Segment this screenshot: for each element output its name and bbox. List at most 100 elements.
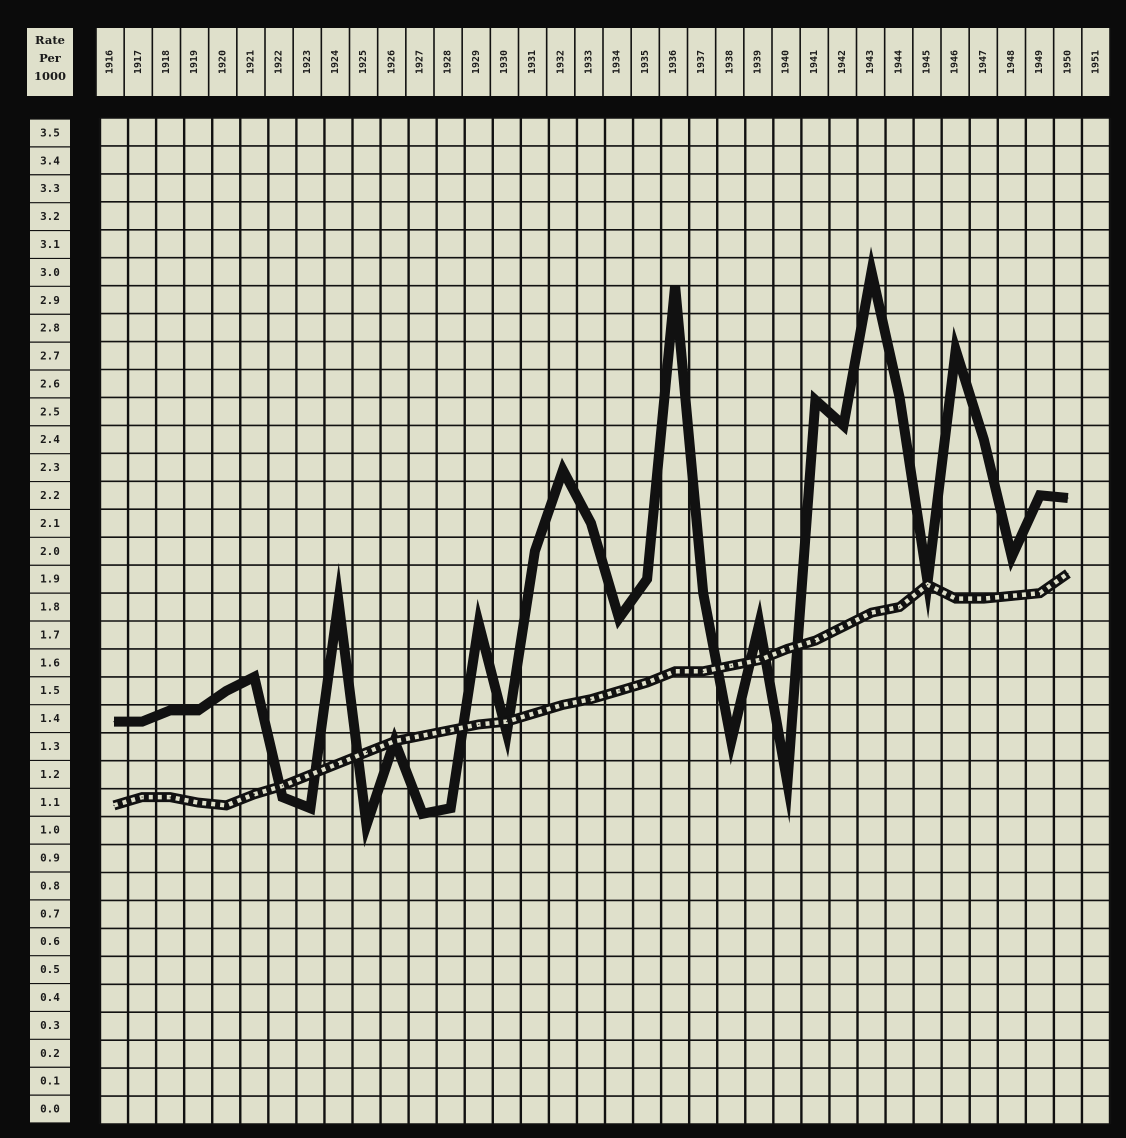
y-tick-label: 0.2 [40,1047,60,1060]
x-tick-label: 1917 [133,50,144,74]
y-tick-label: 1.0 [40,824,60,837]
y-axis-label-line-3: 1000 [34,69,66,83]
y-tick-label: 0.6 [40,935,60,948]
y-tick-label: 1.4 [40,712,60,725]
x-tick-label: 1930 [499,50,510,74]
y-tick-label: 1.9 [40,573,60,586]
series-layer [112,246,1071,848]
x-tick-label: 1942 [837,50,848,74]
y-tick-label: 2.8 [40,322,60,335]
series-1-point [365,824,368,826]
x-tick-label: 1926 [386,50,397,74]
x-tick-label: 1933 [583,50,594,74]
x-tick-label: 1924 [330,50,341,74]
x-tick-label: 1949 [1034,50,1045,74]
y-tick-label: 2.5 [40,405,60,418]
series-1-point [534,550,536,552]
series-1-point [422,813,424,815]
series-1-point [1067,497,1069,499]
y-tick-label: 3.5 [40,126,60,139]
y-tick-label: 0.8 [40,879,60,892]
series-1-point [169,709,171,712]
y-tick-label: 1.6 [40,656,60,669]
series-2-point [422,734,424,737]
y-tick-label: 2.1 [40,517,60,530]
x-tick-label: 1923 [302,50,313,74]
y-tick-label: 2.0 [40,545,60,558]
x-tick-label: 1940 [781,50,792,74]
series-1-point [337,600,340,603]
x-tick-label: 1950 [1062,50,1073,74]
series-1-point [983,438,985,440]
x-tick-label: 1941 [809,50,820,74]
series-2-point [253,793,255,795]
x-tick-label: 1929 [471,50,482,74]
series-1-point [1011,556,1013,558]
plot-grid [98,117,1112,1125]
y-tick-label: 1.2 [40,768,60,781]
series-1-point [702,592,704,594]
x-axis-year-ticks: 1916 1917 1918 1919 1920 1921 1922 1923 1924 1925… [95,28,1111,96]
y-tick-label: 3.2 [40,210,60,223]
series-1-point [225,690,227,692]
series-2-point [1011,595,1013,597]
series-1-point [955,349,957,351]
series-1-point [646,578,648,580]
y-tick-label: 2.3 [40,461,60,474]
x-tick-label: 1951 [1090,50,1101,74]
series-1-point [141,721,143,723]
series-2-point [1067,572,1069,575]
y-tick-label: 3.1 [40,238,60,251]
x-tick-label: 1921 [245,50,256,74]
x-tick-label: 1936 [668,50,679,74]
series-1-point [562,469,564,471]
series-2-point [702,670,704,672]
series-2-point [309,774,312,776]
y-tick-label: 1.3 [40,740,60,753]
series-2-point [281,785,283,787]
series-2-point [393,740,396,742]
x-tick-label: 1931 [527,50,538,74]
x-tick-label: 1945 [921,50,932,74]
series-2-point [814,639,817,642]
y-tick-label: 1.7 [40,628,60,641]
series-1-point [758,623,760,625]
y-tick-label: 2.2 [40,489,60,502]
x-tick-label: 1938 [724,50,735,74]
series-1-point [478,623,480,625]
series-2-point [758,659,760,661]
series-1-point [1039,494,1041,496]
series-2-point [365,751,368,753]
y-tick-label: 2.6 [40,377,60,390]
y-tick-label: 1.5 [40,684,60,697]
series-2-point [506,721,508,723]
x-tick-label: 1939 [752,50,763,74]
series-2-point [197,802,199,804]
series-1-point [898,396,901,399]
y-axis-label-box [27,28,73,96]
x-tick-label: 1916 [105,50,116,74]
series-2-point [225,804,227,807]
y-tick-label: 0.9 [40,852,60,865]
y-tick-label: 0.4 [40,991,60,1004]
x-tick-label: 1928 [443,50,454,74]
x-tick-label: 1935 [640,50,651,74]
series-2-point [730,665,732,667]
y-tick-label: 0.1 [40,1075,60,1088]
series-1-point [590,522,592,524]
x-tick-label: 1943 [865,50,876,74]
y-tick-label: 0.7 [40,907,60,920]
series-2-point [478,723,480,725]
y-tick-label: 2.9 [40,294,60,307]
x-tick-label: 1920 [217,50,228,74]
x-tick-label: 1922 [274,50,285,74]
x-tick-label: 1947 [978,50,989,74]
series-1-point [281,796,283,798]
series-2-point [927,584,929,586]
series-1-point [814,399,817,401]
series-1-point [253,676,255,678]
y-tick-label: 0.3 [40,1019,60,1032]
series-1-point [309,807,312,809]
y-axis-label-line-1: Rate [35,33,65,47]
series-1-point [197,709,199,712]
